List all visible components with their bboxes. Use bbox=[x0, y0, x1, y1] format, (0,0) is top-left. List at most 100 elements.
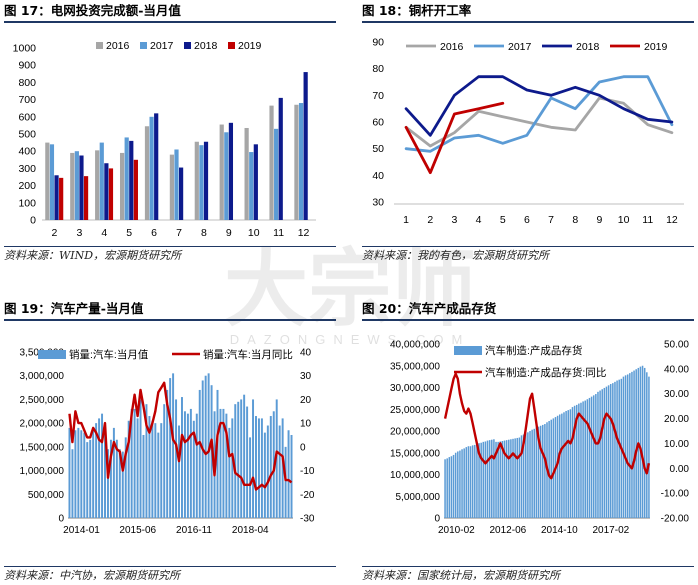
bar-销量:汽车:当月值 bbox=[237, 401, 240, 518]
bar-汽车制造:产成品存货 bbox=[565, 410, 567, 518]
legend-label-2019: 2019 bbox=[238, 40, 262, 52]
bar-汽车制造:产成品存货 bbox=[510, 439, 512, 518]
bar-汽车制造:产成品存货 bbox=[505, 440, 508, 518]
bar-汽车制造:产成品存货 bbox=[561, 413, 563, 518]
bar-汽车制造:产成品存货 bbox=[539, 425, 542, 518]
x-tick-label: 12 bbox=[666, 214, 678, 226]
bar-销量:汽车:当月值 bbox=[183, 411, 186, 518]
bar-2018 bbox=[54, 175, 59, 220]
y-tick-label: 40 bbox=[372, 170, 384, 182]
bar-汽车制造:产成品存货 bbox=[573, 405, 576, 518]
bar-汽车制造:产成品存货 bbox=[631, 371, 633, 518]
bar-销量:汽车:当月值 bbox=[284, 446, 287, 518]
bar-2018 bbox=[154, 113, 159, 220]
bar-汽车制造:产成品存货 bbox=[643, 367, 646, 518]
y-right-tick-label: -20.00 bbox=[661, 514, 690, 525]
bar-2017 bbox=[174, 149, 179, 220]
bar-汽车制造:产成品存货 bbox=[614, 381, 616, 518]
bar-汽车制造:产成品存货 bbox=[550, 419, 553, 518]
bar-销量:汽车:当月值 bbox=[68, 427, 71, 518]
bar-2018 bbox=[129, 140, 134, 220]
y-left-tick-label: 2,000,000 bbox=[20, 419, 65, 430]
y-right-tick-label: 0.00 bbox=[670, 464, 690, 475]
y-tick-label: 30 bbox=[372, 197, 384, 209]
bar-汽车制造:产成品存货 bbox=[480, 442, 482, 518]
y-left-tick-label: 0 bbox=[58, 514, 64, 525]
bar-销量:汽车:当月值 bbox=[139, 399, 142, 518]
bar-销量:汽车:当月值 bbox=[86, 442, 89, 518]
bar-销量:汽车:当月值 bbox=[101, 413, 104, 518]
fig19-panel: 图 19：汽车产量-当月值 0 500,000 1,000,000 1,500,000… bbox=[4, 300, 336, 583]
bar-2016 bbox=[194, 141, 199, 220]
bar-2017 bbox=[149, 116, 154, 220]
bar-销量:汽车:当月值 bbox=[127, 420, 130, 518]
bar-汽车制造:产成品存货 bbox=[563, 412, 565, 518]
bar-汽车制造:产成品存货 bbox=[541, 424, 544, 518]
bar-汽车制造:产成品存货 bbox=[459, 450, 461, 518]
y-right-tick-label: 10.00 bbox=[664, 439, 689, 450]
legend-label-2017: 2017 bbox=[508, 41, 532, 53]
y-tick-label: 700 bbox=[18, 94, 36, 106]
bar-销量:汽车:当月值 bbox=[260, 418, 263, 518]
bar-销量:汽车:当月值 bbox=[77, 427, 80, 518]
bar-汽车制造:产成品存货 bbox=[588, 397, 591, 518]
y-left-tick-label: 20,000,000 bbox=[390, 427, 440, 438]
bar-2019 bbox=[83, 176, 89, 220]
bar-汽车制造:产成品存货 bbox=[454, 452, 457, 518]
bar-汽车制造:产成品存货 bbox=[482, 441, 485, 518]
bar-汽车制造:产成品存货 bbox=[463, 448, 465, 518]
legend-label-2018: 2018 bbox=[194, 40, 218, 52]
bar-销量:汽车:当月值 bbox=[257, 418, 260, 518]
bar-汽车制造:产成品存货 bbox=[552, 418, 555, 518]
bar-汽车制造:产成品存货 bbox=[569, 409, 572, 518]
series-line-2019 bbox=[404, 101, 505, 175]
y-left-tick-label: 5,000,000 bbox=[396, 492, 441, 503]
bar-销量:汽车:当月值 bbox=[112, 427, 115, 518]
bar-2017 bbox=[99, 142, 104, 220]
bar-销量:汽车:当月值 bbox=[240, 399, 243, 518]
bar-汽车制造:产成品存货 bbox=[599, 390, 601, 518]
bar-汽车制造:产成品存货 bbox=[639, 366, 642, 518]
bar-销量:汽车:当月值 bbox=[287, 430, 290, 518]
bar-销量:汽车:当月值 bbox=[136, 418, 139, 518]
bar-2017 bbox=[124, 137, 129, 220]
bar-汽车制造:产成品存货 bbox=[592, 395, 595, 518]
y-left-tick-label: 2,500,000 bbox=[20, 395, 65, 406]
bar-销量:汽车:当月值 bbox=[130, 408, 133, 518]
bar-汽车制造:产成品存货 bbox=[533, 428, 536, 518]
bar-汽车制造:产成品存货 bbox=[529, 431, 531, 518]
bar-销量:汽车:当月值 bbox=[133, 408, 136, 518]
bar-销量:汽车:当月值 bbox=[219, 408, 222, 518]
x-tick-label: 2018-04 bbox=[232, 525, 269, 536]
bar-销量:汽车:当月值 bbox=[178, 425, 180, 518]
bar-汽车制造:产成品存货 bbox=[595, 394, 597, 518]
y-tick-label: 200 bbox=[18, 180, 36, 192]
bar-汽车制造:产成品存货 bbox=[635, 369, 637, 518]
bar-汽车制造:产成品存货 bbox=[584, 400, 586, 518]
bar-汽车制造:产成品存货 bbox=[448, 457, 451, 518]
bar-汽车制造:产成品存货 bbox=[603, 387, 606, 518]
bar-汽车制造:产成品存货 bbox=[457, 451, 459, 518]
x-tick-label: 7 bbox=[176, 227, 182, 239]
y-right-tick-label: 30.00 bbox=[664, 389, 689, 400]
x-tick-label: 5 bbox=[126, 227, 132, 239]
bar-销量:汽车:当月值 bbox=[160, 423, 163, 518]
bar-2017 bbox=[249, 152, 254, 220]
fig19-chart: 0 500,000 1,000,000 1,500,000 2,000,000 2,500… bbox=[20, 348, 315, 537]
bar-汽车制造:产成品存货 bbox=[469, 446, 472, 518]
y-tick-label: 800 bbox=[18, 77, 36, 89]
x-tick-label: 5 bbox=[500, 214, 506, 226]
bar-汽车制造:产成品存货 bbox=[527, 432, 529, 518]
bar-销量:汽车:当月值 bbox=[255, 416, 257, 518]
bar-2018 bbox=[253, 144, 258, 220]
bar-销量:汽车:当月值 bbox=[166, 389, 169, 518]
bar-2016 bbox=[294, 104, 299, 220]
fig18-source: 资料来源：我的有色，宏源期货研究所 bbox=[362, 246, 694, 263]
fig19-source: 资料来源：中汽协，宏源期货研究所 bbox=[4, 566, 336, 583]
bar-汽车制造:产成品存货 bbox=[499, 441, 502, 518]
x-tick-label: 10 bbox=[618, 214, 630, 226]
y-left-tick-label: 15,000,000 bbox=[390, 448, 440, 459]
bar-2016 bbox=[144, 126, 150, 220]
bar-销量:汽车:当月值 bbox=[222, 408, 225, 518]
bar-汽车制造:产成品存货 bbox=[514, 438, 516, 518]
